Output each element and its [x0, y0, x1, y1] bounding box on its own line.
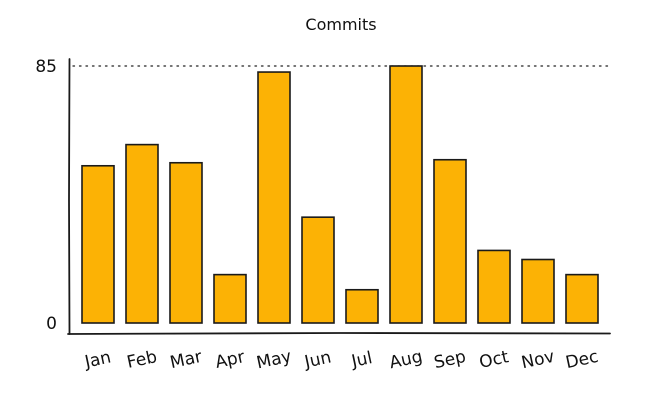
x-tick-label-dec: Dec [564, 347, 600, 373]
x-tick-label-aug: Aug [388, 347, 425, 373]
bar-jan [81, 164, 115, 324]
bar-feb [125, 143, 159, 324]
x-tick-label-jun: Jun [302, 347, 333, 372]
bar-jul [345, 288, 379, 324]
x-tick-labels: Jan Feb Mar Apr May Jun Jul Aug Sep Oct Nov Dec [82, 347, 600, 374]
bar-aug [389, 65, 423, 324]
y-axis-line [68, 58, 71, 335]
x-tick-label-jan: Jan [82, 347, 113, 372]
y-tick-label-max: 85 [35, 57, 57, 77]
bar-may [257, 71, 291, 324]
x-tick-label-feb: Feb [125, 347, 159, 373]
bar-nov [521, 258, 555, 324]
x-axis-line [67, 332, 611, 335]
bar-mar [169, 161, 203, 324]
axes-layer [67, 58, 611, 335]
y-tick-label-min: 0 [46, 314, 57, 334]
x-tick-label-apr: Apr [214, 347, 247, 373]
x-tick-label-sep: Sep [432, 347, 468, 373]
bar-sep [433, 158, 467, 324]
x-tick-label-nov: Nov [520, 347, 557, 373]
bar-jun [301, 216, 335, 324]
bars-layer [81, 65, 599, 324]
bar-oct [477, 249, 511, 324]
x-tick-label-oct: Oct [478, 347, 511, 373]
x-tick-label-may: May [255, 347, 294, 374]
bar-apr [213, 273, 247, 324]
x-tick-label-jul: Jul [349, 348, 374, 372]
bar-dec [565, 273, 599, 324]
x-tick-label-mar: Mar [168, 347, 204, 373]
chart-title: Commits [305, 15, 376, 34]
